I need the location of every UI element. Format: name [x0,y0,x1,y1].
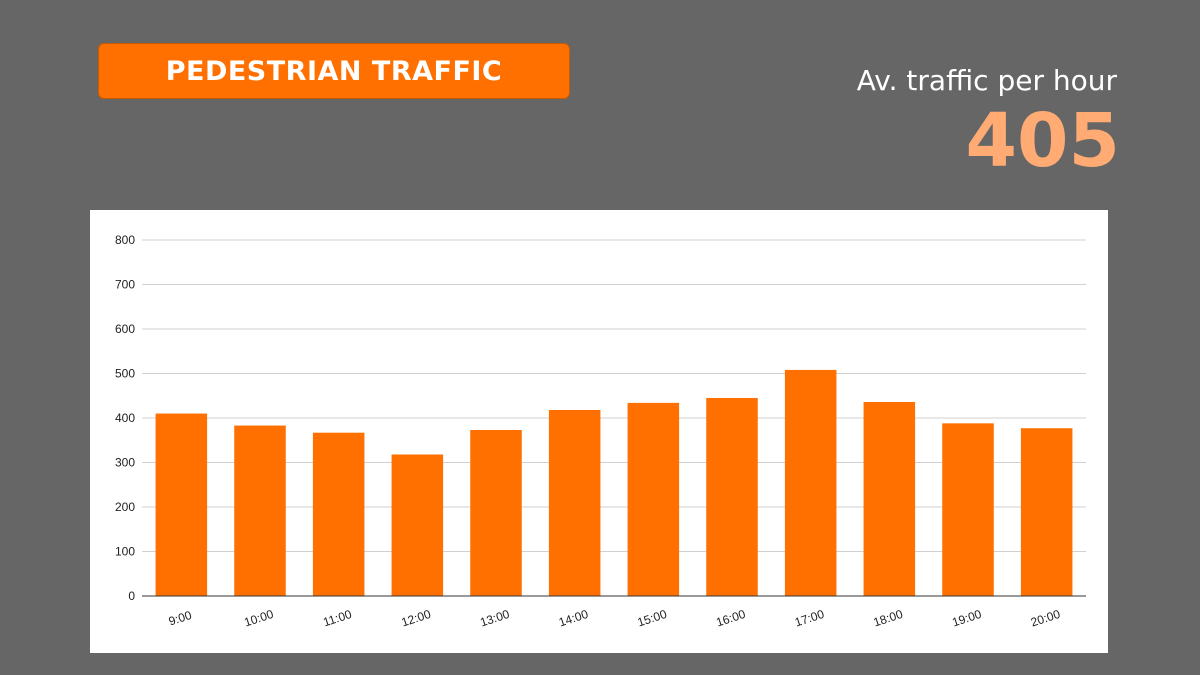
bar-1100 [312,432,365,596]
average-traffic-value: 405 [965,98,1120,184]
bar-chart: 0 100 200 300 400 500 600 700 800 9:00 10:00 11:00 1… [115,233,1086,630]
x-tick-label: 9:00 [167,608,194,629]
x-tick-label: 17:00 [793,607,826,630]
x-tick-label: 14:00 [557,607,590,630]
bar-1900 [942,423,994,596]
y-tick-label: 800 [115,233,135,247]
y-tick-label: 700 [115,278,135,292]
y-tick-label: 200 [115,500,135,514]
x-tick-label: 12:00 [400,607,433,630]
y-tick-label: 600 [115,322,135,336]
y-tick-label: 400 [115,411,135,425]
bar-1700 [784,369,837,596]
page-title: PEDESTRIAN TRAFFIC [165,55,503,87]
x-tick-label: 16:00 [714,607,747,630]
x-tick-label: 10:00 [242,607,275,630]
x-tick-label: 13:00 [478,607,511,630]
y-tick-label: 300 [115,456,135,470]
bar-1000 [234,425,286,596]
bar-2000 [1020,428,1073,596]
y-tick-label: 100 [115,545,135,559]
bar-1400 [548,409,601,596]
average-traffic-label: Av. traffic per hour [856,64,1117,97]
title-banner: PEDESTRIAN TRAFFIC [98,43,570,99]
bar-900 [155,413,208,596]
bar-1300 [470,430,522,596]
x-tick-label: 11:00 [321,607,353,629]
bar-1500 [627,402,680,596]
y-tick-label: 0 [128,589,135,603]
bar-1200 [391,454,444,596]
y-tick-label: 500 [115,367,135,381]
x-tick-label: 20:00 [1029,607,1062,630]
x-tick-label: 15:00 [636,607,669,630]
x-tick-label: 19:00 [950,607,983,630]
bar-1800 [863,401,916,596]
x-tick-label: 18:00 [872,607,905,630]
chart-panel: 0 100 200 300 400 500 600 700 800 9:00 10:00 11:00 1… [90,210,1108,653]
bar-1600 [706,397,758,596]
